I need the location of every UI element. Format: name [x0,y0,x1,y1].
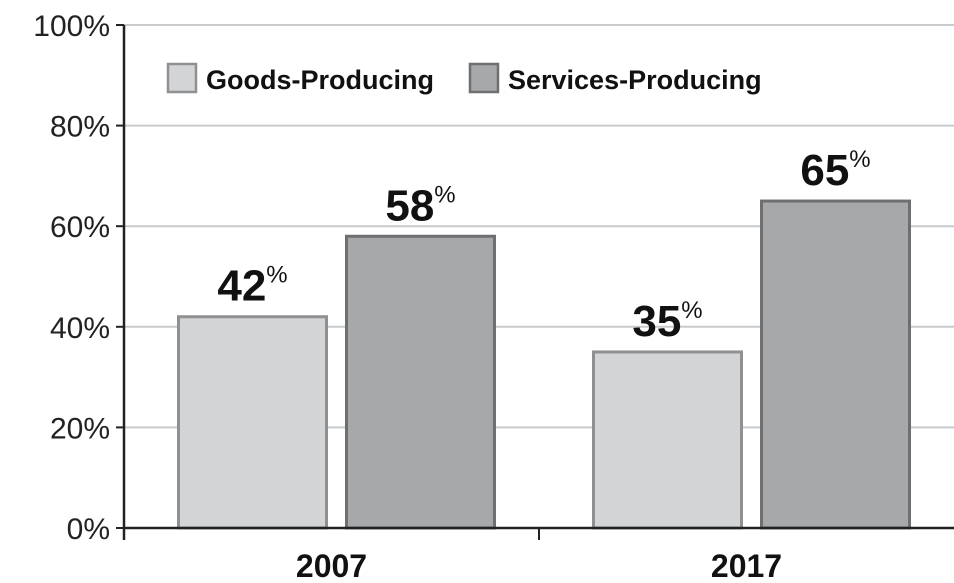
value-label: 42% [217,262,287,311]
x-category-label: 2017 [711,548,782,583]
value-label: 58% [385,181,455,230]
y-tick-labels: 0% 20% 40% 60% 80% 100% [33,10,110,546]
legend: Goods-Producing Services-Producing [166,62,762,95]
value-labels: 42% 58% 35% 65% [217,146,870,346]
bar-goods-producing-2017 [592,350,743,530]
bar-goods-producing-2007 [177,315,328,530]
bars [177,199,911,530]
category-labels: 2007 2017 [296,548,782,583]
legend-swatch [468,62,500,94]
y-tick-label: 0% [67,513,110,546]
legend-label: Services-Producing [508,65,762,95]
value-label: 65% [800,146,870,195]
y-tick-label: 60% [50,211,110,244]
axes [116,24,954,540]
value-label: 35% [632,297,702,346]
bar-services-producing-2017 [760,199,911,530]
y-tick-label: 100% [33,10,110,43]
y-tick-label: 40% [50,312,110,345]
bar-services-producing-2007 [345,234,496,530]
x-category-label: 2007 [296,548,367,583]
legend-label: Goods-Producing [206,65,434,95]
y-tick-label: 20% [50,412,110,445]
y-tick-label: 80% [50,111,110,144]
legend-swatch [166,62,198,94]
